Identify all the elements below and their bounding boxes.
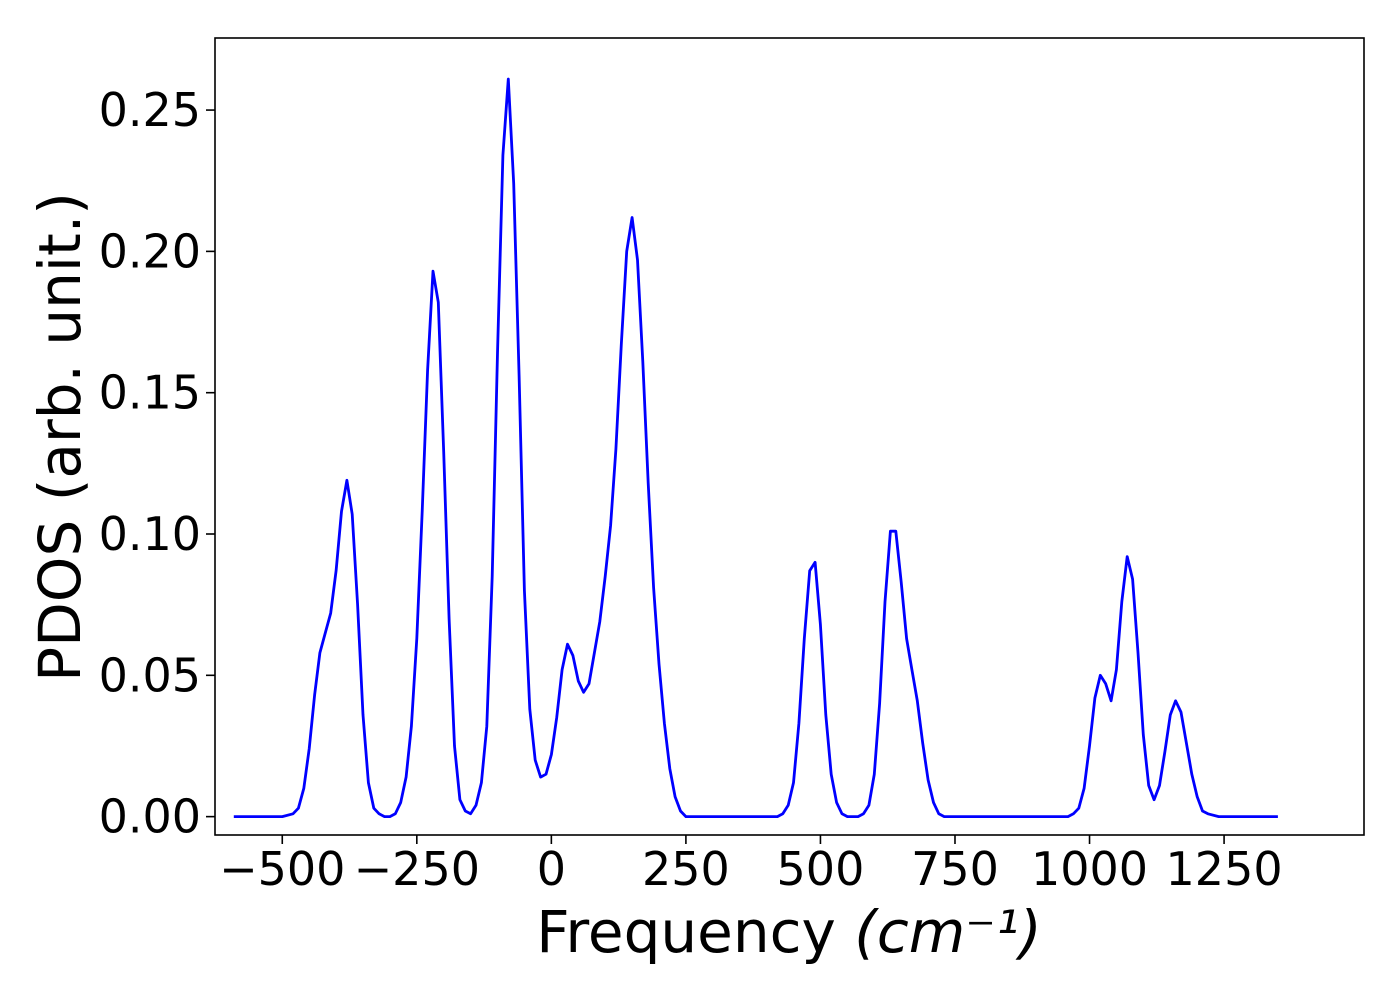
y-tick-label: 0.15 xyxy=(99,366,201,420)
pdos-series-line xyxy=(233,77,1278,818)
y-tick-label: 0.00 xyxy=(99,790,201,844)
y-tick-label: 0.25 xyxy=(99,83,201,137)
x-tick-label: 250 xyxy=(642,842,730,896)
x-tick-label: 750 xyxy=(911,842,999,896)
x-tick-label: 1000 xyxy=(1031,842,1148,896)
x-axis-label-text: Frequency xyxy=(536,898,836,966)
y-tick-label: 0.10 xyxy=(99,507,201,561)
x-axis-label: Frequency (cm⁻¹) xyxy=(536,898,1042,966)
plot-series xyxy=(233,77,1278,818)
y-tick-label: 0.20 xyxy=(99,224,201,278)
x-tick-label: 500 xyxy=(777,842,865,896)
x-tick-label: 1250 xyxy=(1166,842,1283,896)
x-axis-ticks: −500 −250 0 250 500 750 1000 1250 xyxy=(219,835,1283,896)
plot-frame xyxy=(214,37,1365,836)
y-axis-ticks: 0.00 0.05 0.10 0.15 0.20 0.25 xyxy=(99,83,215,844)
y-tick-label: 0.05 xyxy=(99,648,201,702)
x-tick-label: 0 xyxy=(537,842,566,896)
y-axis-label: PDOS (arb. unit.) xyxy=(26,192,94,682)
x-axis-label-unit: (cm⁻¹) xyxy=(854,898,1042,966)
x-tick-label: −500 xyxy=(219,842,345,896)
x-tick-label: −250 xyxy=(354,842,480,896)
